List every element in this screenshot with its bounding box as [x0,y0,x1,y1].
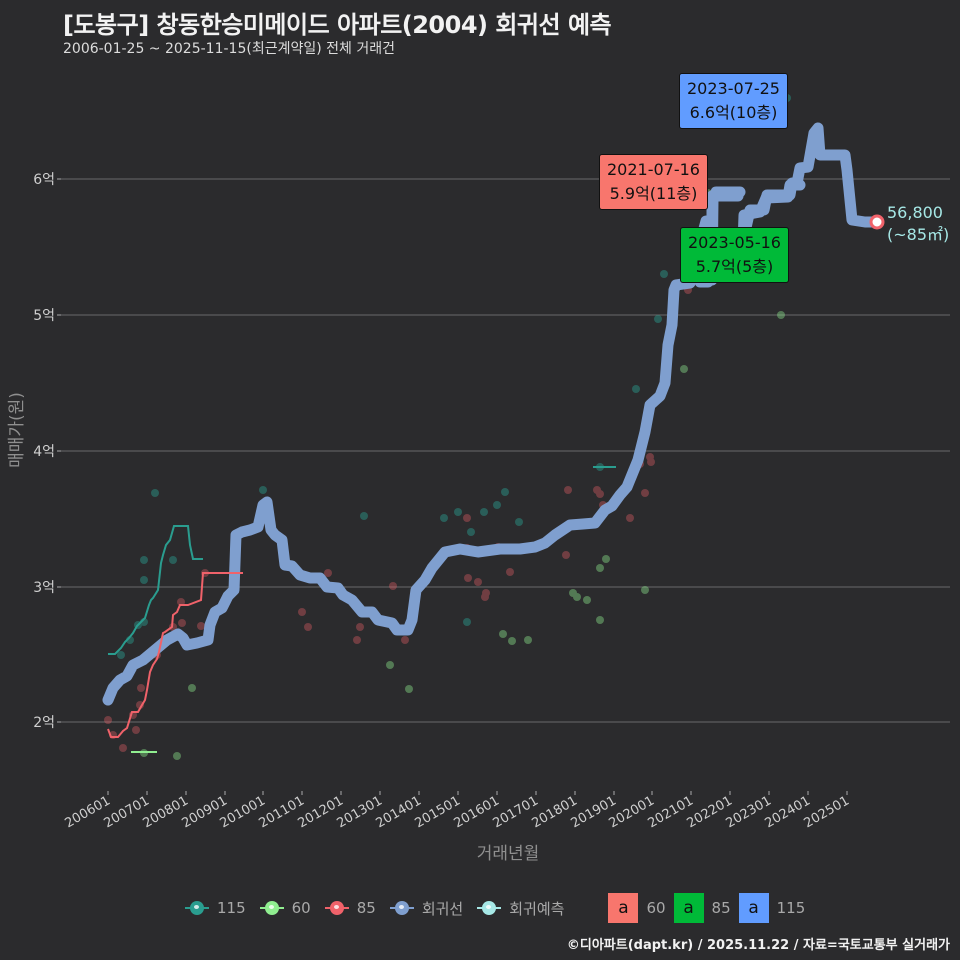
legend-item-115: 115 [185,899,246,917]
end-value: 56,800 [887,203,943,222]
legend-label: 60 [291,899,311,917]
end-area: (~85㎡) [887,225,950,244]
line-115 [108,525,203,655]
legend-box-glyph: a [673,893,704,923]
y-tick: 4억 [33,444,55,460]
legend-box-85: a 85 [673,893,731,923]
legend-box-glyph: a [738,893,769,923]
legend-item-prediction: 회귀예측 [477,898,564,919]
legend-item-regression: 회귀선 [389,898,464,919]
x-tick-marks [107,791,848,795]
y-axis-labels: 6억 5억 4억 3억 2억 [33,172,55,731]
annotation-date: 2023-05-16 [688,233,781,252]
legend-key-icon [389,901,414,915]
chart-subtitle: 2006-01-25 ~ 2025-11-15(최근계약일) 전체 거래건 [63,41,395,57]
x-axis-title: 거래년월 [477,844,540,864]
annotation-price: 6.6억(10층) [689,103,778,122]
annotation-60: 2021-07-16 5.9억(11층) [599,154,708,210]
legend-label: 85 [711,899,731,917]
annotation-price: 5.9억(11층) [609,184,698,203]
x-axis-labels: 200601 200701 200801 200901 201001 20110… [63,793,852,831]
annotation-date: 2021-07-16 [607,160,700,179]
y-tick: 6억 [33,172,55,188]
legend: 115 60 85 회귀선 회귀예측 a 60 a 85 a 115 [185,893,819,923]
legend-label: 60 [646,899,666,917]
y-tick: 3억 [33,580,55,596]
legend-item-60: 60 [259,899,311,917]
x-tick: 202501 [802,793,852,831]
legend-key-icon [324,901,349,915]
legend-box-60: a 60 [608,893,666,923]
legend-key-icon [259,901,284,915]
footer-credit: ©디아파트(dapt.kr) / 2025.11.22 / 자료=국토교통부 실… [566,938,950,953]
annotation-date: 2023-07-25 [687,79,780,98]
legend-label: 회귀선 [421,899,464,918]
end-value-label: 56,800 (~85㎡) [887,202,949,246]
annotation-115: 2023-07-25 6.6억(10층) [679,73,788,129]
annotation-85: 2023-05-16 5.7억(5층) [680,227,789,283]
legend-key-icon [185,901,209,915]
scatter-115 [117,94,791,659]
legend-item-85: 85 [324,899,376,917]
y-tick: 2억 [33,715,55,731]
regression-line [102,186,746,706]
legend-box-glyph: a [608,893,639,923]
legend-box-115: a 115 [738,893,806,923]
legend-label: 회귀예측 [509,899,565,918]
end-point-marker [869,214,885,230]
legend-label: 85 [356,899,376,917]
y-tick: 5억 [33,308,55,324]
legend-label: 115 [217,899,246,917]
annotation-price: 5.7억(5층) [695,257,774,276]
legend-label: 115 [776,899,806,917]
y-axis-title: 매매가(원) [7,392,27,468]
line-85 [107,572,243,738]
legend-key-icon [477,901,502,915]
scatter-60 [140,189,785,760]
chart-title: [도봉구] 창동한승미메이드 아파트(2004) 회귀선 예측 [63,11,612,39]
